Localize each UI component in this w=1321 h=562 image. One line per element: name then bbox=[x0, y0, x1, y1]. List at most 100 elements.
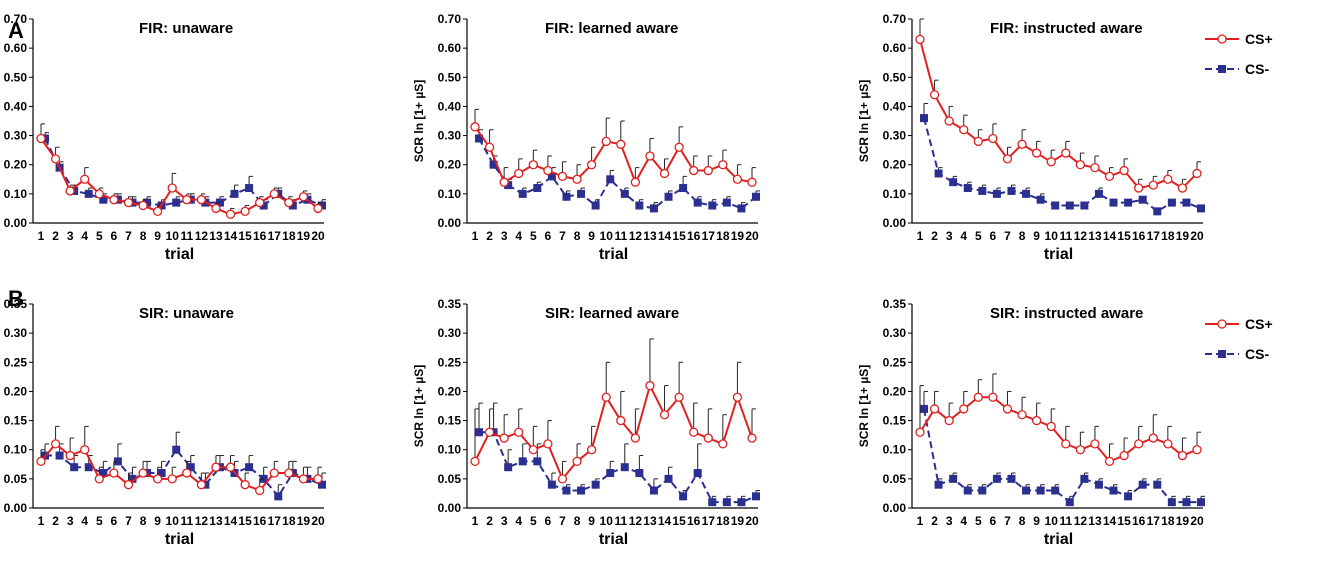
data-point-cs-minus bbox=[1080, 201, 1089, 210]
legend-label-cs-minus: CS- bbox=[1245, 346, 1269, 362]
x-tick-label: 19 bbox=[297, 514, 311, 528]
x-tick-label: 11 bbox=[614, 514, 627, 528]
x-tick-label: 2 bbox=[931, 514, 938, 528]
data-point-cs-plus bbox=[313, 474, 323, 484]
chart-panel-6: 0.000.050.100.150.200.250.300.351 2 3 4 5 6 7 8… bbox=[857, 297, 1273, 548]
data-point-cs-plus bbox=[1192, 168, 1202, 179]
data-point-cs-minus bbox=[1124, 198, 1133, 207]
data-point-cs-minus bbox=[934, 169, 943, 178]
data-point-cs-plus bbox=[1104, 171, 1115, 182]
x-tick-label: 18 bbox=[1161, 514, 1175, 528]
data-point-cs-minus bbox=[259, 201, 268, 210]
data-point-cs-plus bbox=[211, 462, 221, 472]
x-tick-label: 19 bbox=[297, 229, 311, 243]
data-point-cs-minus bbox=[489, 160, 498, 169]
data-point-cs-plus bbox=[645, 380, 655, 391]
y-tick-label: 0.15 bbox=[438, 414, 462, 428]
data-point-cs-plus bbox=[689, 427, 699, 437]
x-tick-label: 8 bbox=[140, 514, 147, 528]
x-tick-label: 13 bbox=[1088, 229, 1102, 243]
data-point-cs-plus bbox=[167, 474, 177, 484]
x-tick-label: 6 bbox=[990, 229, 997, 243]
x-tick-label: 11 bbox=[180, 514, 193, 528]
x-tick-label: 12 bbox=[195, 514, 209, 528]
data-point-cs-plus bbox=[1061, 148, 1071, 158]
data-point-cs-plus bbox=[929, 404, 940, 414]
data-point-cs-plus bbox=[152, 206, 163, 216]
y-tick-label: 0.60 bbox=[4, 41, 28, 55]
y-tick-label: 0.30 bbox=[883, 129, 907, 143]
data-point-cs-plus bbox=[1177, 450, 1188, 461]
data-point-cs-minus bbox=[288, 201, 297, 210]
x-tick-label: 17 bbox=[702, 229, 716, 243]
data-point-cs-plus bbox=[959, 404, 969, 414]
data-point-cs-minus bbox=[1065, 498, 1074, 507]
y-tick-label: 0.30 bbox=[438, 326, 462, 340]
x-tick-label: 18 bbox=[716, 229, 730, 243]
chart-panel-5: 0.000.050.100.150.200.250.300.351 2 3 4 5 6 7 8… bbox=[412, 297, 760, 548]
chart-grid: 0.000.100.200.300.400.500.600.701 2 3 4 5 6 7 8… bbox=[4, 12, 1273, 548]
data-point-cs-minus bbox=[99, 195, 108, 204]
data-point-cs-minus bbox=[679, 492, 688, 501]
x-tick-label: 20 bbox=[311, 514, 325, 528]
x-tick-label: 4 bbox=[81, 514, 88, 528]
chart-panel-4: 0.000.050.100.150.200.250.300.351 2 3 4 5 6 7 8… bbox=[4, 297, 326, 548]
x-tick-label: 1 bbox=[472, 514, 479, 528]
x-tick-label: 7 bbox=[559, 514, 566, 528]
data-point-cs-minus bbox=[143, 198, 152, 207]
data-point-cs-plus bbox=[470, 122, 480, 132]
data-point-cs-plus bbox=[1090, 439, 1100, 449]
data-point-cs-minus bbox=[1051, 486, 1060, 495]
x-tick-label: 3 bbox=[946, 229, 953, 243]
data-point-cs-plus bbox=[514, 427, 524, 437]
data-point-cs-minus bbox=[963, 486, 972, 495]
data-point-cs-plus bbox=[1002, 154, 1013, 164]
data-point-cs-plus bbox=[959, 125, 969, 135]
data-point-cs-minus bbox=[547, 172, 556, 181]
data-point-cs-minus bbox=[504, 463, 513, 472]
y-tick-label: 0.50 bbox=[4, 70, 28, 84]
data-point-cs-minus bbox=[752, 492, 760, 501]
x-tick-label: 2 bbox=[52, 514, 59, 528]
y-tick-label: 0.25 bbox=[883, 355, 907, 369]
data-point-cs-minus bbox=[649, 486, 658, 495]
data-point-cs-plus bbox=[586, 445, 597, 455]
data-point-cs-plus bbox=[1177, 183, 1188, 193]
data-point-cs-plus bbox=[747, 433, 757, 443]
data-point-cs-plus bbox=[1046, 157, 1056, 167]
data-point-cs-minus bbox=[518, 189, 527, 198]
x-tick-label: 3 bbox=[501, 229, 508, 243]
data-point-cs-minus bbox=[504, 181, 513, 190]
x-axis-label: trial bbox=[1044, 246, 1073, 263]
x-tick-label: 16 bbox=[687, 229, 701, 243]
chart-title: FIR: unaware bbox=[139, 20, 233, 37]
data-point-cs-plus bbox=[528, 445, 538, 455]
x-tick-label: 3 bbox=[946, 514, 953, 528]
x-tick-label: 9 bbox=[588, 229, 595, 243]
x-tick-label: 10 bbox=[600, 229, 614, 243]
y-tick-label: 0.35 bbox=[883, 297, 907, 311]
x-axis-label: trial bbox=[599, 531, 628, 548]
x-tick-label: 9 bbox=[1033, 229, 1040, 243]
data-point-cs-plus bbox=[616, 139, 626, 149]
data-point-cs-minus bbox=[1124, 492, 1133, 501]
data-point-cs-minus bbox=[1036, 486, 1045, 495]
data-point-cs-plus bbox=[732, 392, 743, 402]
x-tick-label: 1 bbox=[38, 229, 45, 243]
y-tick-label: 0.00 bbox=[438, 216, 462, 230]
data-point-cs-plus bbox=[1192, 445, 1202, 455]
x-tick-label: 17 bbox=[702, 514, 716, 528]
data-point-cs-minus bbox=[963, 184, 972, 193]
data-point-cs-minus bbox=[737, 204, 746, 213]
data-point-cs-minus bbox=[920, 114, 928, 123]
data-point-cs-plus bbox=[123, 197, 134, 208]
data-point-cs-plus bbox=[1090, 162, 1100, 173]
x-tick-label: 14 bbox=[1103, 514, 1117, 528]
y-tick-label: 0.60 bbox=[438, 41, 462, 55]
y-tick-label: 0.15 bbox=[883, 414, 907, 428]
data-point-cs-minus bbox=[1036, 195, 1045, 204]
x-tick-label: 3 bbox=[67, 514, 74, 528]
data-point-cs-minus bbox=[693, 469, 702, 478]
data-point-cs-plus bbox=[298, 474, 309, 484]
x-tick-label: 9 bbox=[1033, 514, 1040, 528]
